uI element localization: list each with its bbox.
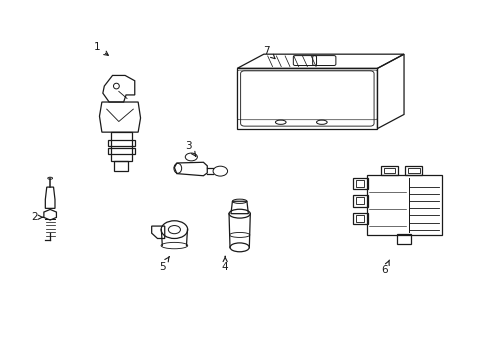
Bar bbox=[352, 195, 367, 207]
Bar bbox=[396, 234, 410, 244]
Bar bbox=[404, 166, 421, 175]
Text: 2: 2 bbox=[31, 212, 43, 222]
Bar bbox=[355, 197, 363, 204]
Text: 4: 4 bbox=[222, 256, 228, 272]
Bar bbox=[352, 213, 367, 224]
Bar bbox=[366, 175, 441, 235]
Bar bbox=[107, 140, 135, 146]
Text: 6: 6 bbox=[381, 260, 388, 275]
Bar bbox=[107, 148, 135, 154]
Bar bbox=[355, 180, 363, 187]
Text: 3: 3 bbox=[185, 141, 195, 157]
Bar bbox=[383, 168, 394, 173]
Bar bbox=[352, 177, 367, 189]
Bar bbox=[407, 168, 419, 173]
Text: 5: 5 bbox=[159, 257, 169, 272]
Bar bbox=[355, 215, 363, 222]
Bar bbox=[380, 166, 397, 175]
Text: 1: 1 bbox=[94, 42, 108, 55]
Text: 7: 7 bbox=[263, 46, 274, 59]
Bar bbox=[237, 68, 377, 129]
